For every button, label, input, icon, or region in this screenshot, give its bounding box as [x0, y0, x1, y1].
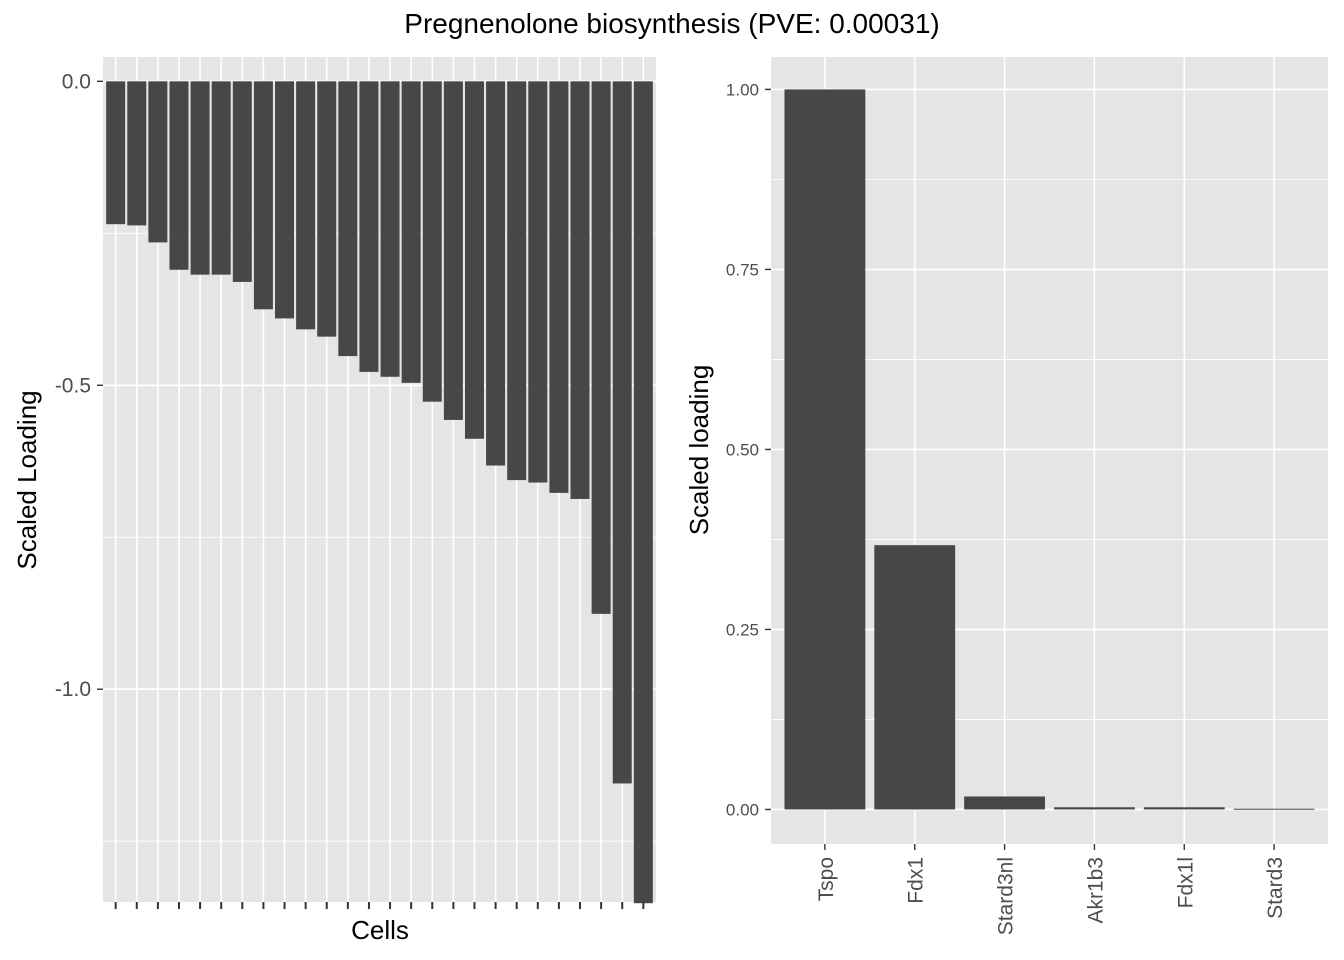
cell-bar	[507, 81, 527, 481]
gene-bar-stard3nl	[964, 796, 1046, 810]
cell-bar	[464, 81, 484, 439]
right-x-tick-label: Fdx1	[905, 857, 928, 904]
right-y-tick-label: 0.00	[726, 800, 759, 819]
cells-loading-chart: 0.0 -0.5 -1.0 Cells Scaled Loading	[12, 57, 656, 945]
gene-bar-fdx1l	[1143, 807, 1225, 810]
left-x-axis-title: Cells	[351, 915, 409, 945]
cell-bar	[127, 81, 147, 226]
cell-bar	[148, 81, 168, 243]
gene-bar-stard3	[1233, 808, 1315, 810]
cell-bar	[486, 81, 506, 466]
right-y-tick-label: 0.75	[726, 260, 759, 279]
left-y-tick-label: -0.5	[55, 374, 91, 397]
right-y-axis: 0.00 0.25 0.50 0.75 1.00	[726, 80, 771, 819]
gene-bar-fdx1	[874, 545, 956, 810]
cell-bar	[443, 81, 463, 420]
cell-bar	[591, 81, 611, 614]
right-bars	[784, 89, 1315, 810]
cell-bar	[359, 81, 379, 372]
right-x-tick-label: Stard3nl	[995, 857, 1018, 935]
cell-bar	[422, 81, 442, 402]
right-y-tick-label: 0.50	[726, 440, 759, 459]
cell-bar	[380, 81, 400, 377]
gene-loading-chart: 0.00 0.25 0.50 0.75 1.00 Tspo Fdx1 Stard3nl Akr…	[684, 57, 1328, 935]
left-bars	[106, 81, 653, 904]
left-y-axis-title: Scaled Loading	[12, 390, 42, 569]
right-x-tick-label: Akr1b3	[1084, 857, 1107, 924]
right-x-tick-label: Tspo	[815, 857, 838, 901]
cell-bar	[106, 81, 126, 225]
cell-bar	[401, 81, 421, 383]
cell-bar	[549, 81, 569, 493]
gene-bar-tspo	[784, 89, 866, 810]
left-y-tick-label: 0.0	[62, 70, 91, 93]
cell-bar	[253, 81, 273, 310]
cell-bar	[232, 81, 252, 282]
left-x-ticks	[114, 902, 645, 909]
right-y-tick-label: 1.00	[726, 80, 759, 99]
left-y-tick-label: -1.0	[55, 678, 91, 701]
right-x-tick-label: Stard3	[1264, 857, 1287, 919]
cell-bar	[169, 81, 189, 270]
cell-bar	[570, 81, 590, 499]
cell-bar	[296, 81, 316, 330]
cell-bar	[338, 81, 358, 357]
cell-bar	[211, 81, 231, 275]
right-y-axis-title: Scaled loading	[684, 365, 714, 536]
cell-bar	[633, 81, 653, 904]
right-y-tick-label: 0.25	[726, 620, 759, 639]
right-x-axis: Tspo Fdx1 Stard3nl Akr1b3 Fdx1l Stard3	[815, 844, 1287, 935]
cell-bar	[612, 81, 632, 784]
cell-bar	[275, 81, 295, 319]
cell-bar	[190, 81, 210, 275]
gene-bar-akr1b3	[1053, 807, 1135, 810]
cell-bar	[317, 81, 337, 337]
right-x-tick-label: Fdx1l	[1174, 857, 1197, 908]
figure-title: Pregnenolone biosynthesis (PVE: 0.00031)	[404, 8, 939, 39]
left-y-axis: 0.0 -0.5 -1.0	[55, 70, 103, 701]
cell-bar	[528, 81, 548, 483]
